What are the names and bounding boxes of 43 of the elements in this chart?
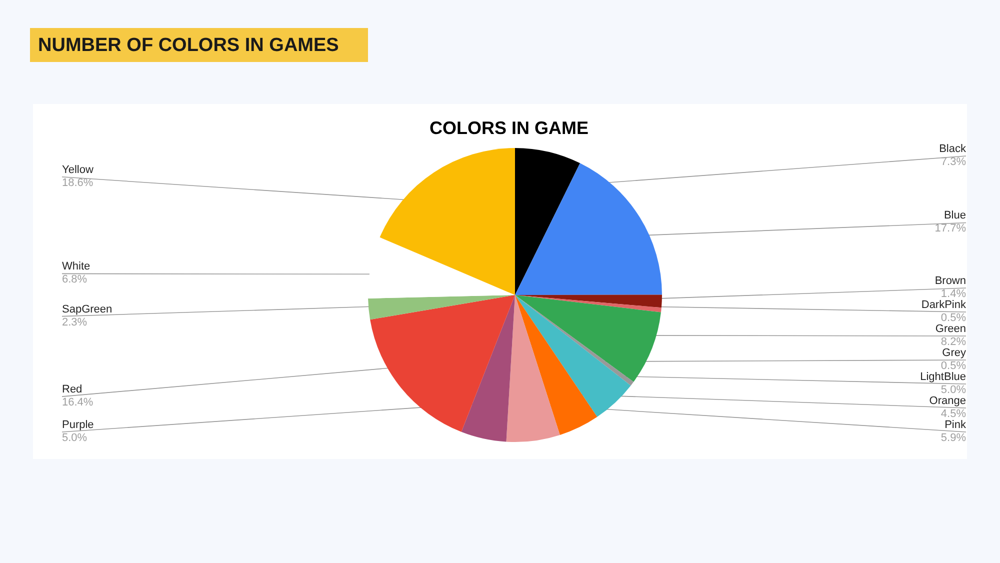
data-label: 2.3% xyxy=(62,316,88,328)
slice-label: Blue xyxy=(944,210,966,222)
pie-slice xyxy=(368,295,515,320)
pie-slice xyxy=(515,295,631,417)
data-label: 6.8% xyxy=(62,274,88,286)
pie-slice xyxy=(515,295,661,382)
slice-label: Red xyxy=(62,384,82,396)
slice-label: Brown xyxy=(934,275,966,287)
pie-slice xyxy=(506,295,560,442)
pie-slice xyxy=(380,148,515,295)
slice-label: Purple xyxy=(62,419,94,431)
slice-label: Yellow xyxy=(62,164,94,176)
data-label: 18.6% xyxy=(62,176,94,189)
pie-slice xyxy=(515,148,580,295)
data-label: 1.4% xyxy=(940,288,966,300)
pie-slice xyxy=(370,295,515,432)
data-label: 5.9% xyxy=(940,432,966,444)
slice-label: LightBlue xyxy=(920,371,966,383)
pie-slice xyxy=(515,295,634,386)
data-label: 8.2% xyxy=(940,336,966,348)
pie-slice xyxy=(515,295,662,312)
slice-label: Orange xyxy=(929,395,966,407)
slice-label: Grey xyxy=(942,347,966,359)
slice-label: DarkPink xyxy=(921,299,966,311)
data-label: 7.3% xyxy=(940,156,966,168)
data-label: 5.0% xyxy=(940,384,966,396)
pie-slice xyxy=(461,295,515,442)
pie-slice xyxy=(515,295,598,435)
data-label: 5.0% xyxy=(62,432,88,444)
slice-label: Green xyxy=(935,323,966,335)
data-label: 17.7% xyxy=(934,222,966,235)
slice-label: SapGreen xyxy=(62,303,112,316)
data-label: 4.5% xyxy=(940,408,966,420)
chart-title: NUMBER OF COLORS IN GAMES xyxy=(38,35,339,56)
data-label: 16.4% xyxy=(62,396,94,409)
pie-slice xyxy=(515,163,662,295)
chart-subtitle: COLORS IN GAME xyxy=(429,118,589,138)
slice-label: White xyxy=(62,260,90,273)
data-label: 0.5% xyxy=(940,312,966,324)
pie-slice xyxy=(515,294,662,308)
slice-label: Black xyxy=(939,142,966,155)
data-label: 0.5% xyxy=(940,360,966,372)
slice-label: Pink xyxy=(944,419,966,431)
